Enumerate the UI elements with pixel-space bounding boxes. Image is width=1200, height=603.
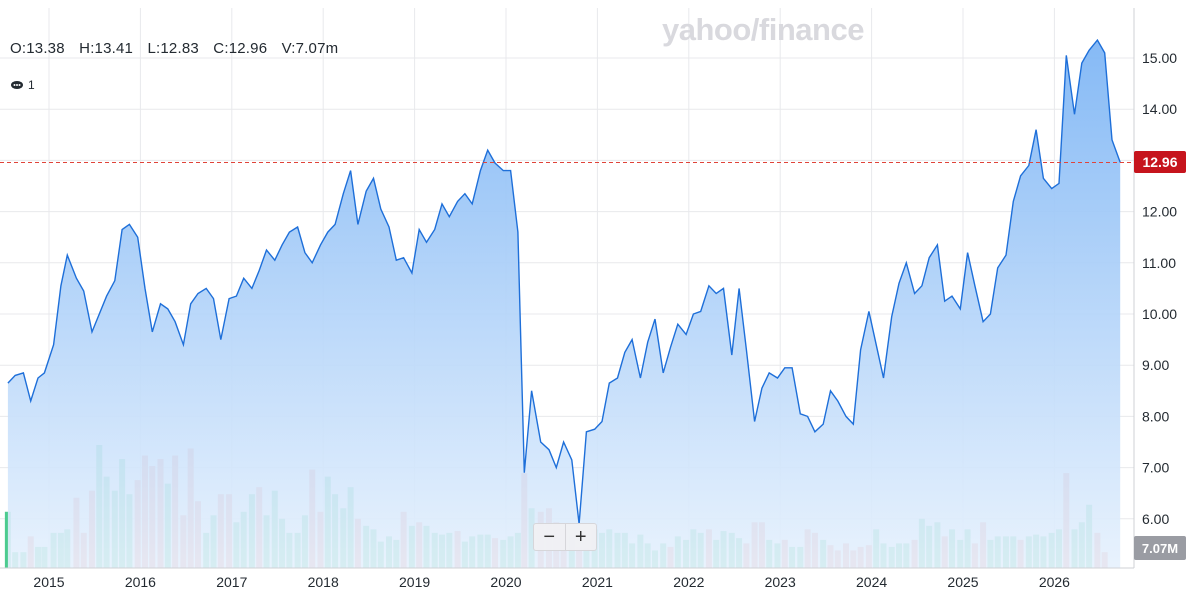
x-tick-label: 2017 bbox=[216, 574, 247, 590]
price-tag-label: 12.96 bbox=[1142, 154, 1177, 170]
y-tick-label: 9.00 bbox=[1142, 357, 1169, 373]
y-tick-label: 10.00 bbox=[1142, 306, 1177, 322]
price-line bbox=[7, 38, 1121, 524]
x-tick-label: 2023 bbox=[765, 574, 796, 590]
x-tick-label: 2020 bbox=[490, 574, 521, 590]
volume-value: V:7.07m bbox=[281, 40, 339, 57]
volume-tag-label: 7.07M bbox=[1142, 541, 1178, 556]
open-value: O:13.38 bbox=[10, 40, 65, 57]
y-tick-label: 8.00 bbox=[1142, 408, 1169, 424]
x-tick-label: 2019 bbox=[399, 574, 430, 590]
zoom-controls: − + bbox=[533, 523, 597, 551]
y-tick-label: 15.00 bbox=[1142, 50, 1177, 66]
x-tick-label: 2022 bbox=[673, 574, 704, 590]
x-axis-ticks: 2015 2016 2017 2018 2019 2020 2021 2022 2023 2024… bbox=[33, 574, 1070, 590]
events-indicator[interactable]: 1 bbox=[10, 78, 35, 92]
y-tick-label: 7.00 bbox=[1142, 460, 1169, 476]
y-tick-label: 12.00 bbox=[1142, 204, 1177, 220]
x-tick-label: 2025 bbox=[947, 574, 978, 590]
y-tick-label: 14.00 bbox=[1142, 101, 1177, 117]
event-count: 1 bbox=[28, 78, 35, 92]
x-tick-label: 2015 bbox=[33, 574, 64, 590]
zoom-out-button[interactable]: − bbox=[534, 524, 566, 550]
high-value: H:13.41 bbox=[79, 40, 134, 57]
close-value: C:12.96 bbox=[213, 40, 268, 57]
x-tick-label: 2021 bbox=[582, 574, 613, 590]
volume-tag-background bbox=[1134, 536, 1186, 560]
price-area bbox=[7, 40, 1121, 569]
price-tag: 12.96 bbox=[1134, 151, 1186, 173]
y-axis-ticks: 6.007.008.009.0010.0011.0012.0013.0014.0… bbox=[1142, 50, 1177, 527]
event-icon bbox=[11, 81, 23, 89]
y-tick-label: 11.00 bbox=[1142, 255, 1176, 271]
volume-tag: 7.07M bbox=[1134, 536, 1186, 560]
low-value: L:12.83 bbox=[147, 40, 199, 57]
x-tick-label: 2018 bbox=[308, 574, 339, 590]
zoom-in-button[interactable]: + bbox=[574, 525, 587, 548]
ohlc-readout: O:13.38 H:13.41 L:12.83 C:12.96 V:7.07m bbox=[10, 40, 348, 57]
x-tick-label: 2016 bbox=[125, 574, 156, 590]
x-tick-label: 2024 bbox=[856, 574, 887, 590]
y-tick-label: 6.00 bbox=[1142, 511, 1169, 527]
x-tick-label: 2026 bbox=[1039, 574, 1070, 590]
yahoo-finance-watermark: yahoo/finance bbox=[662, 12, 864, 47]
price-tag-background bbox=[1134, 151, 1186, 173]
volume-bar bbox=[4, 511, 11, 568]
